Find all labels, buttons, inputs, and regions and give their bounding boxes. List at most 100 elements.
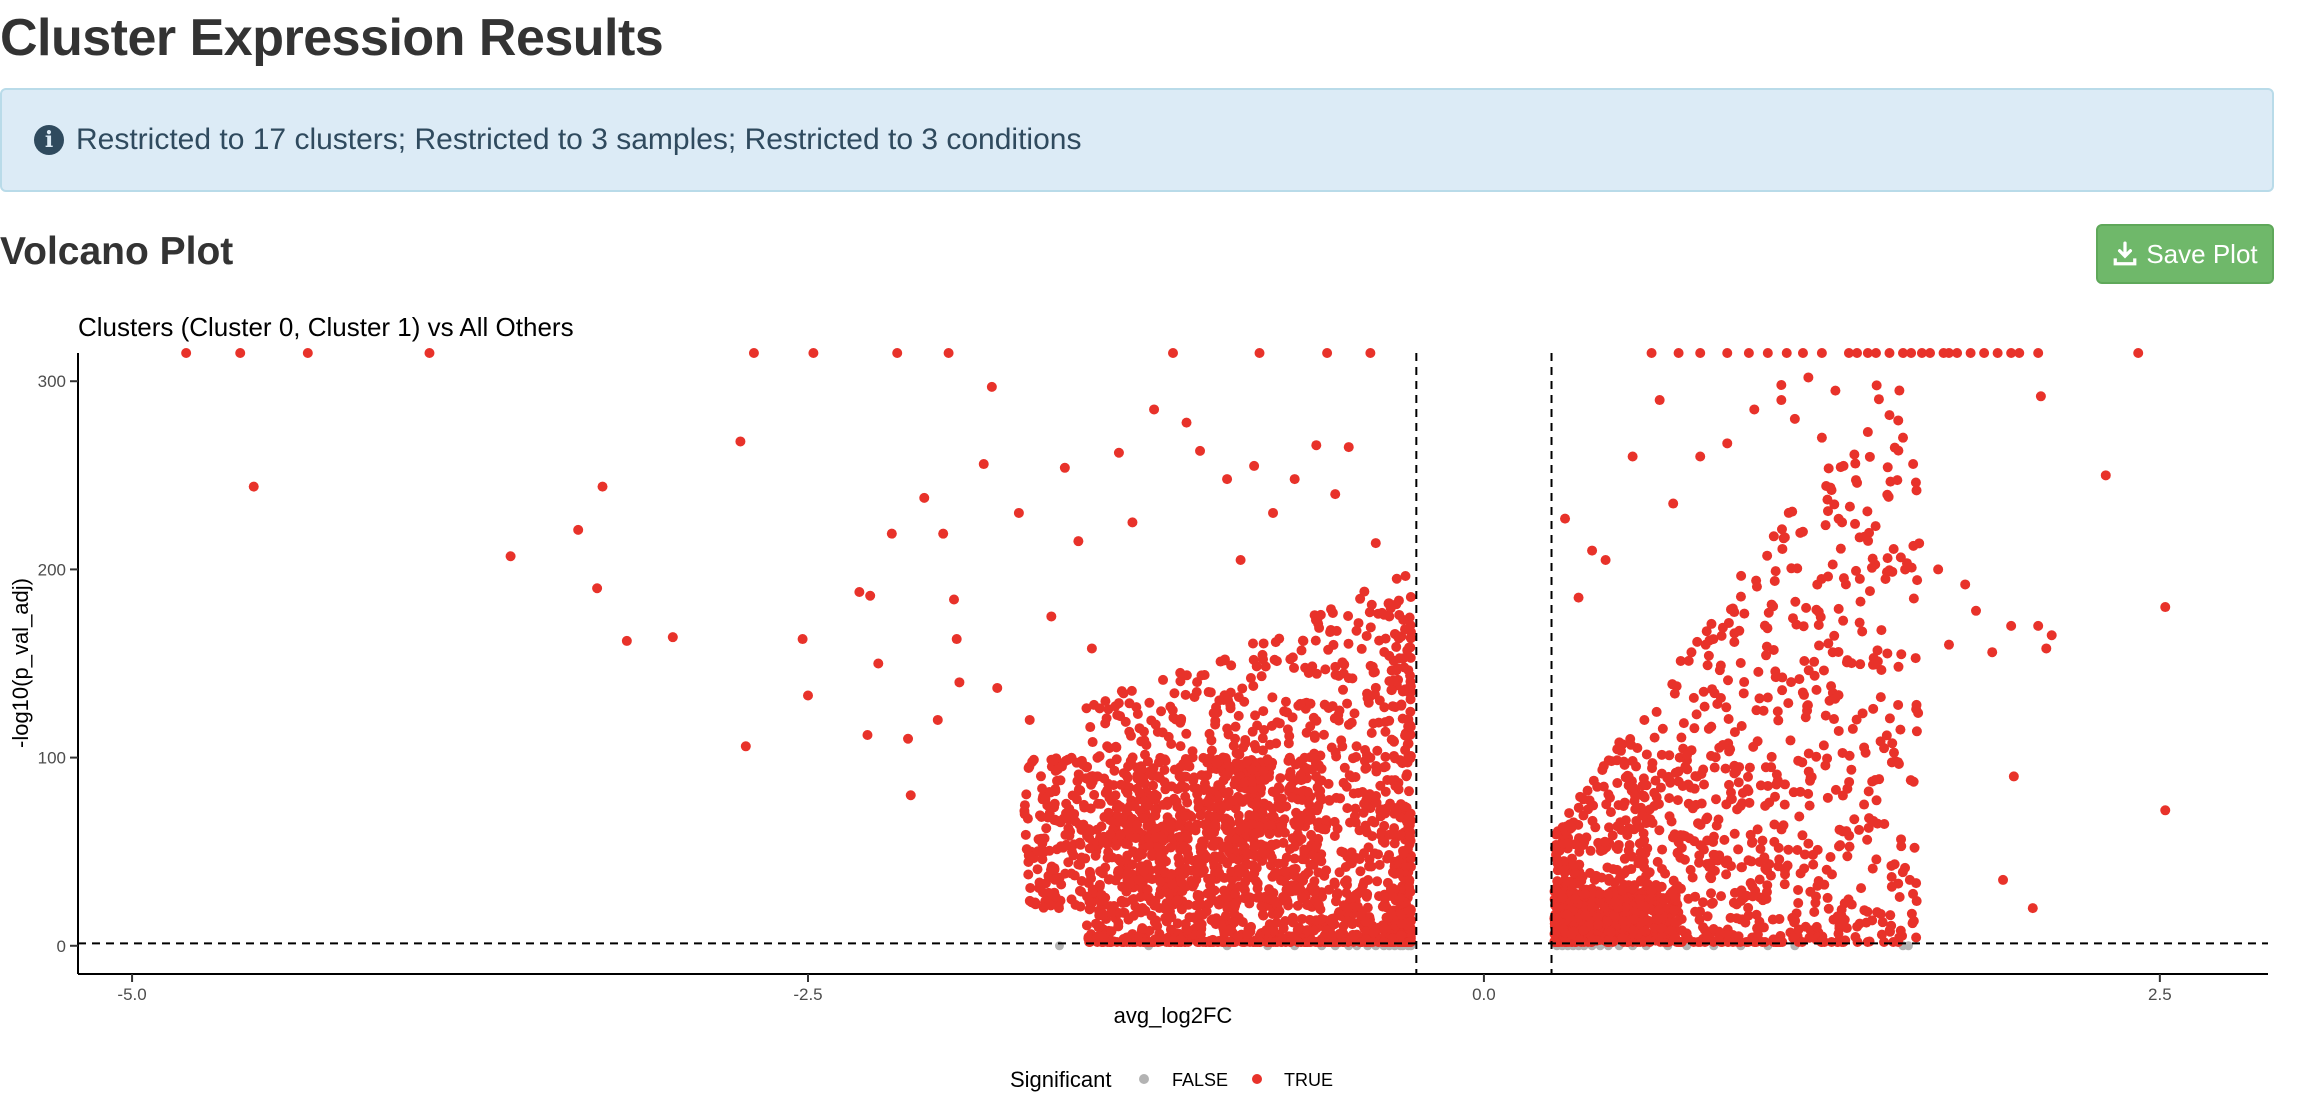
point-significant bbox=[1182, 797, 1193, 808]
point-significant bbox=[1664, 750, 1675, 761]
point-significant bbox=[1268, 811, 1279, 822]
point-significant bbox=[1666, 925, 1677, 936]
point-significant bbox=[1284, 844, 1295, 855]
point-significant bbox=[1176, 713, 1187, 724]
save-plot-button[interactable]: Save Plot bbox=[2096, 224, 2274, 284]
point-significant bbox=[1707, 684, 1718, 695]
point-significant bbox=[1575, 875, 1586, 886]
point-significant bbox=[1882, 648, 1893, 659]
point-significant bbox=[1311, 915, 1322, 926]
point-significant bbox=[1362, 688, 1373, 699]
point-significant bbox=[1247, 638, 1258, 649]
point-significant bbox=[1881, 730, 1892, 741]
point-significant bbox=[1573, 592, 1584, 603]
point-significant bbox=[1165, 924, 1176, 935]
point-significant bbox=[1395, 930, 1406, 941]
point-significant bbox=[1222, 769, 1233, 780]
point-significant bbox=[919, 492, 930, 503]
point-significant bbox=[1560, 513, 1571, 524]
point-significant bbox=[1639, 714, 1650, 725]
point-significant bbox=[1172, 801, 1183, 812]
point-significant bbox=[1716, 891, 1727, 902]
point-significant bbox=[1106, 926, 1117, 937]
point-significant bbox=[1987, 647, 1998, 658]
point-significant bbox=[1842, 851, 1853, 862]
point-significant bbox=[1578, 925, 1589, 936]
point-significant bbox=[1720, 763, 1731, 774]
point-significant bbox=[1105, 901, 1116, 912]
point-significant bbox=[1237, 917, 1248, 928]
point-significant bbox=[1632, 742, 1643, 753]
point-significant bbox=[1783, 698, 1794, 709]
point-significant bbox=[1864, 586, 1875, 597]
point-significant bbox=[1210, 715, 1221, 726]
point-significant bbox=[1761, 650, 1772, 661]
point-significant bbox=[1713, 934, 1724, 945]
point-significant bbox=[1149, 934, 1160, 945]
point-significant bbox=[1836, 910, 1847, 921]
point-significant bbox=[1789, 917, 1800, 928]
point-significant bbox=[1855, 596, 1866, 607]
point-significant bbox=[1644, 867, 1655, 878]
point-significant bbox=[1109, 765, 1120, 776]
point-significant bbox=[1115, 711, 1126, 722]
point-significant bbox=[1357, 787, 1368, 798]
point-significant bbox=[1244, 893, 1255, 904]
point-significant bbox=[1355, 593, 1366, 604]
point-significant bbox=[1367, 815, 1378, 826]
point-significant bbox=[1059, 462, 1070, 473]
point-significant bbox=[1774, 914, 1785, 925]
point-significant bbox=[1155, 850, 1166, 861]
point-significant bbox=[873, 658, 884, 669]
point-significant bbox=[1167, 833, 1178, 844]
point-significant bbox=[1037, 887, 1048, 898]
point-significant bbox=[1909, 842, 1920, 853]
point-significant bbox=[1248, 654, 1259, 665]
point-significant bbox=[1735, 657, 1746, 668]
point-significant bbox=[1892, 475, 1903, 486]
point-significant bbox=[1566, 822, 1577, 833]
point-significant bbox=[1603, 889, 1614, 900]
point-significant bbox=[1118, 688, 1129, 699]
point-significant bbox=[1355, 910, 1366, 921]
point-significant bbox=[1911, 932, 1922, 943]
x-tick-label: 0.0 bbox=[1472, 985, 1496, 1004]
point-significant bbox=[1132, 819, 1143, 830]
point-significant bbox=[1127, 517, 1138, 528]
point-significant bbox=[1655, 936, 1666, 947]
point-significant bbox=[1803, 766, 1814, 777]
point-significant bbox=[1097, 908, 1108, 919]
point-significant bbox=[667, 632, 678, 643]
point-significant bbox=[1194, 937, 1205, 948]
point-significant bbox=[1343, 638, 1354, 649]
point-significant bbox=[1094, 703, 1105, 714]
point-significant bbox=[1248, 680, 1259, 691]
point-significant bbox=[1786, 677, 1797, 688]
point-significant bbox=[1850, 932, 1861, 943]
point-significant bbox=[1675, 655, 1686, 666]
point-significant bbox=[1794, 674, 1805, 685]
point-significant bbox=[1105, 829, 1116, 840]
point-significant bbox=[1175, 772, 1186, 783]
point-significant bbox=[1827, 647, 1838, 658]
point-significant bbox=[1822, 792, 1833, 803]
section-title: Volcano Plot bbox=[0, 230, 234, 273]
point-significant bbox=[1297, 913, 1308, 924]
point-significant bbox=[1846, 764, 1857, 775]
point-significant bbox=[1286, 780, 1297, 791]
point-significant bbox=[1049, 798, 1060, 809]
point-significant bbox=[1196, 770, 1207, 781]
point-significant bbox=[1729, 637, 1740, 648]
x-tick-label: -2.5 bbox=[793, 985, 822, 1004]
point-significant bbox=[1562, 909, 1573, 920]
point-significant bbox=[1708, 923, 1719, 934]
point-significant bbox=[1358, 807, 1369, 818]
point-significant bbox=[1606, 756, 1617, 767]
point-significant bbox=[1849, 814, 1860, 825]
point-significant bbox=[1188, 879, 1199, 890]
point-significant bbox=[1404, 642, 1415, 653]
point-significant bbox=[1830, 784, 1841, 795]
point-significant bbox=[1888, 747, 1899, 758]
point-significant bbox=[1834, 841, 1845, 852]
point-significant bbox=[1866, 562, 1877, 573]
